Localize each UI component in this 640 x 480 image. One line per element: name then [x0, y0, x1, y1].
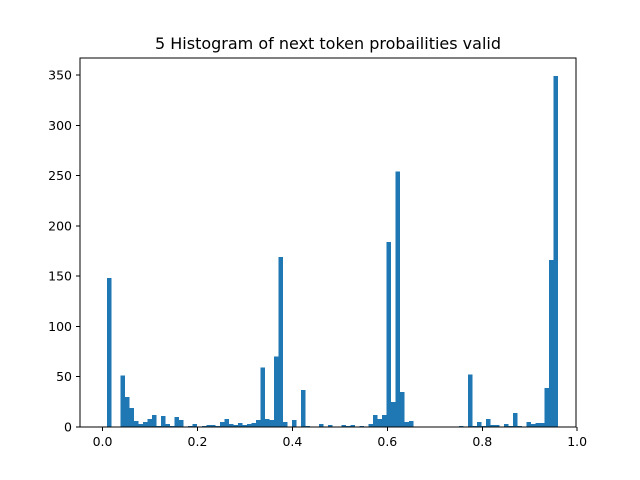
- histogram-bar: [494, 424, 500, 427]
- histogram-bar: [548, 260, 554, 427]
- y-tick-label: 300: [48, 118, 72, 133]
- y-tick-label: 50: [56, 369, 72, 384]
- histogram-bar: [476, 421, 482, 427]
- histogram-bar: [539, 422, 545, 427]
- y-axis: 0 50 100 150 200 250 300 350: [48, 68, 80, 435]
- histogram-bar: [377, 418, 383, 427]
- histogram-bar: [156, 425, 162, 427]
- histogram-bar: [481, 425, 486, 427]
- histogram-bar: [282, 421, 288, 427]
- histogram-bar: [467, 374, 473, 427]
- histogram-bar: [544, 387, 549, 427]
- histogram-bars: [107, 76, 558, 427]
- x-tick-label: 1.0: [567, 434, 587, 449]
- histogram-bar: [179, 419, 184, 427]
- histogram-bar: [107, 278, 112, 427]
- histogram-bar: [278, 257, 283, 427]
- histogram-bar: [129, 407, 135, 427]
- histogram-bar: [242, 424, 247, 427]
- histogram-bar: [165, 423, 171, 427]
- histogram-bar: [291, 419, 297, 427]
- x-tick-label: 0.2: [188, 434, 208, 449]
- histogram-bar: [224, 418, 229, 427]
- histogram-bar: [395, 171, 401, 427]
- histogram-bar: [485, 418, 491, 427]
- histogram-bar: [490, 424, 495, 427]
- y-tick-label: 350: [48, 68, 72, 83]
- histogram-bar: [386, 242, 392, 427]
- histogram-bar: [341, 424, 347, 427]
- histogram-bar: [147, 418, 153, 427]
- histogram-bar: [260, 367, 265, 427]
- y-tick-label: 150: [48, 269, 72, 284]
- histogram-bar: [305, 425, 310, 427]
- y-tick-label: 250: [48, 168, 72, 183]
- histogram-bar: [382, 414, 387, 427]
- histogram-bar: [264, 418, 270, 427]
- histogram-bar: [472, 425, 477, 427]
- histogram-bar: [409, 420, 414, 427]
- chart-title: 5 Histogram of next token probailities v…: [155, 34, 501, 53]
- histogram-bar: [143, 421, 148, 427]
- histogram-bar: [458, 425, 464, 427]
- histogram-bar: [273, 356, 279, 427]
- histogram-bar: [210, 424, 216, 427]
- histogram-bar: [152, 414, 157, 427]
- x-tick-label: 0.8: [472, 434, 492, 449]
- y-tick-label: 200: [48, 218, 72, 233]
- histogram-bar: [368, 423, 374, 427]
- histogram-bar: [233, 424, 238, 427]
- histogram-bar: [219, 421, 225, 427]
- y-tick-label: 100: [48, 319, 72, 334]
- histogram-bar: [255, 419, 261, 427]
- histogram-bar: [206, 424, 211, 427]
- histogram-bar: [201, 425, 207, 427]
- histogram-bar: [188, 425, 193, 427]
- y-tick-label: 0: [64, 420, 72, 435]
- histogram-bar: [350, 424, 356, 427]
- histogram-bar: [237, 422, 243, 427]
- histogram-bar: [269, 419, 274, 427]
- histogram-bar: [517, 425, 522, 427]
- x-tick-label: 0.6: [377, 434, 397, 449]
- histogram-bar: [192, 423, 198, 427]
- histogram-bar: [228, 423, 234, 427]
- histogram-bar: [503, 423, 509, 427]
- histogram-bar: [373, 414, 378, 427]
- histogram-bar: [346, 425, 351, 427]
- histogram-bar: [138, 423, 144, 427]
- histogram-bar: [125, 396, 130, 427]
- histogram-bar: [251, 422, 256, 427]
- histogram-bar: [246, 423, 252, 427]
- histogram-bar: [526, 421, 531, 427]
- histogram-bar: [318, 423, 324, 427]
- histogram-bar: [215, 425, 220, 427]
- histogram-bar: [530, 423, 536, 427]
- histogram-bar: [161, 415, 166, 427]
- x-tick-label: 0.0: [93, 434, 113, 449]
- histogram-bar: [391, 401, 396, 427]
- histogram-bar: [359, 425, 365, 427]
- histogram-bar: [404, 421, 410, 427]
- x-tick-label: 0.4: [282, 434, 302, 449]
- histogram-bar: [400, 391, 405, 427]
- histogram-bar: [120, 375, 126, 427]
- plot-frame: [79, 57, 577, 428]
- x-axis: 0.0 0.2 0.4 0.6 0.8 1.0: [93, 427, 587, 449]
- histogram-bar: [508, 425, 513, 427]
- histogram-bar: [170, 425, 175, 427]
- histogram-bar: [300, 389, 306, 427]
- histogram-bar: [512, 412, 518, 427]
- histogram-bar: [535, 422, 540, 427]
- histogram-bar: [134, 420, 139, 427]
- histogram-bar: [328, 424, 333, 427]
- histogram-bar: [174, 416, 180, 427]
- histogram-bar: [553, 76, 558, 427]
